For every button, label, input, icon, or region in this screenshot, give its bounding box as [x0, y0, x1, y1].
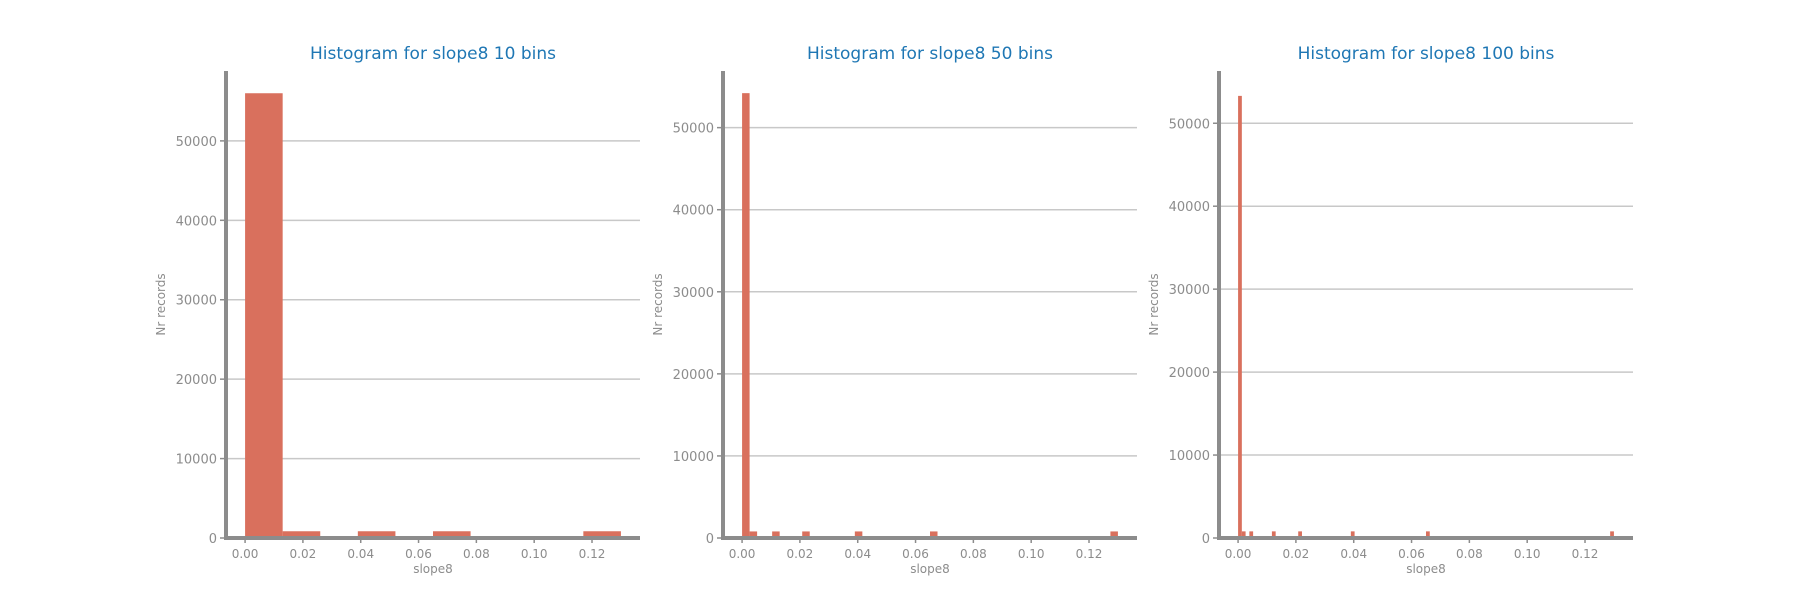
x-tick-label: 0.12: [579, 547, 606, 561]
y-tick-label: 0: [209, 532, 217, 547]
x-tick-label: 0.06: [902, 547, 929, 561]
y-tick-label: 10000: [176, 453, 217, 468]
histogram-panel-100-bins: Histogram for slope8 100 bins slope8 Nr …: [1147, 44, 1633, 576]
y-tick-label: 30000: [1169, 283, 1210, 298]
x-tick-label: 0.00: [729, 547, 756, 561]
histogram-bar: [1610, 531, 1614, 538]
x-tick-label: 0.04: [844, 547, 871, 561]
y-tick-label: 50000: [176, 135, 217, 150]
histogram-bar: [245, 93, 283, 538]
y-tick-label: 30000: [176, 294, 217, 309]
y-axis-label: Nr records: [651, 273, 665, 335]
histogram-bar: [854, 531, 863, 538]
y-tick-label: 10000: [673, 450, 714, 465]
x-tick-label: 0.06: [1398, 547, 1425, 561]
histogram-bars: [245, 93, 621, 538]
histogram-bar: [357, 531, 396, 538]
x-tick-label: 0.12: [1572, 547, 1599, 561]
chart-title: Histogram for slope8 10 bins: [310, 44, 556, 64]
histogram-bar: [282, 531, 321, 538]
histogram-bar: [749, 531, 758, 538]
chart-title: Histogram for slope8 100 bins: [1298, 44, 1555, 64]
x-tick-label: 0.10: [1018, 547, 1045, 561]
y-axis-label: Nr records: [1147, 273, 1161, 335]
y-axis-label: Nr records: [154, 273, 168, 335]
x-tick-label: 0.12: [1076, 547, 1103, 561]
histogram-bar: [1249, 531, 1254, 538]
gridlines: [1219, 122, 1633, 456]
x-tick-label: 0.10: [521, 547, 548, 561]
y-tick-label: 10000: [1169, 449, 1210, 464]
x-axis-label: slope8: [1406, 562, 1446, 576]
histogram-panel-10-bins: Histogram for slope8 10 bins slope8 Nr r…: [154, 44, 640, 576]
y-tick-label: 0: [706, 532, 714, 547]
y-tick-label: 20000: [176, 373, 217, 388]
histogram-bars: [742, 93, 1118, 539]
y-tick-label: 40000: [673, 204, 714, 219]
chart-title: Histogram for slope8 50 bins: [807, 44, 1053, 64]
histogram-bar: [802, 531, 810, 538]
gridlines: [723, 126, 1137, 457]
histogram-bar: [930, 531, 938, 538]
x-axis-label: slope8: [413, 562, 453, 576]
y-tick-label: 20000: [673, 368, 714, 383]
y-tick-label: 30000: [673, 286, 714, 301]
histogram-bar: [1426, 531, 1430, 538]
histogram-bar: [433, 531, 471, 538]
histogram-bar: [583, 531, 621, 538]
y-tick-label: 20000: [1169, 366, 1210, 381]
y-tick-label: 40000: [1169, 200, 1210, 215]
histogram-bar: [1271, 531, 1276, 538]
histogram-bar: [1238, 95, 1242, 538]
histogram-bar: [772, 531, 780, 538]
histogram-bar: [742, 93, 750, 539]
x-tick-label: 0.06: [405, 547, 432, 561]
x-tick-label: 0.02: [1283, 547, 1310, 561]
x-tick-label: 0.02: [290, 547, 317, 561]
y-tick-label: 50000: [673, 122, 714, 137]
histogram-bar: [1110, 531, 1118, 538]
x-tick-label: 0.00: [232, 547, 259, 561]
y-tick-label: 50000: [1169, 117, 1210, 132]
x-tick-label: 0.08: [1456, 547, 1483, 561]
x-axis-label: slope8: [910, 562, 950, 576]
x-tick-label: 0.08: [960, 547, 987, 561]
gridlines: [226, 140, 640, 460]
x-tick-label: 0.04: [1340, 547, 1367, 561]
x-tick-label: 0.00: [1225, 547, 1252, 561]
y-tick-label: 40000: [176, 214, 217, 229]
histogram-bars: [1238, 95, 1614, 538]
x-tick-label: 0.02: [787, 547, 814, 561]
x-tick-label: 0.08: [463, 547, 490, 561]
histogram-panel-50-bins: Histogram for slope8 50 bins slope8 Nr r…: [651, 44, 1137, 576]
y-tick-label: 0: [1202, 532, 1210, 547]
x-tick-label: 0.10: [1514, 547, 1541, 561]
histogram-bar: [1298, 531, 1302, 538]
x-tick-label: 0.04: [347, 547, 374, 561]
histogram-bar: [1350, 531, 1355, 538]
histogram-bar: [1241, 531, 1246, 538]
